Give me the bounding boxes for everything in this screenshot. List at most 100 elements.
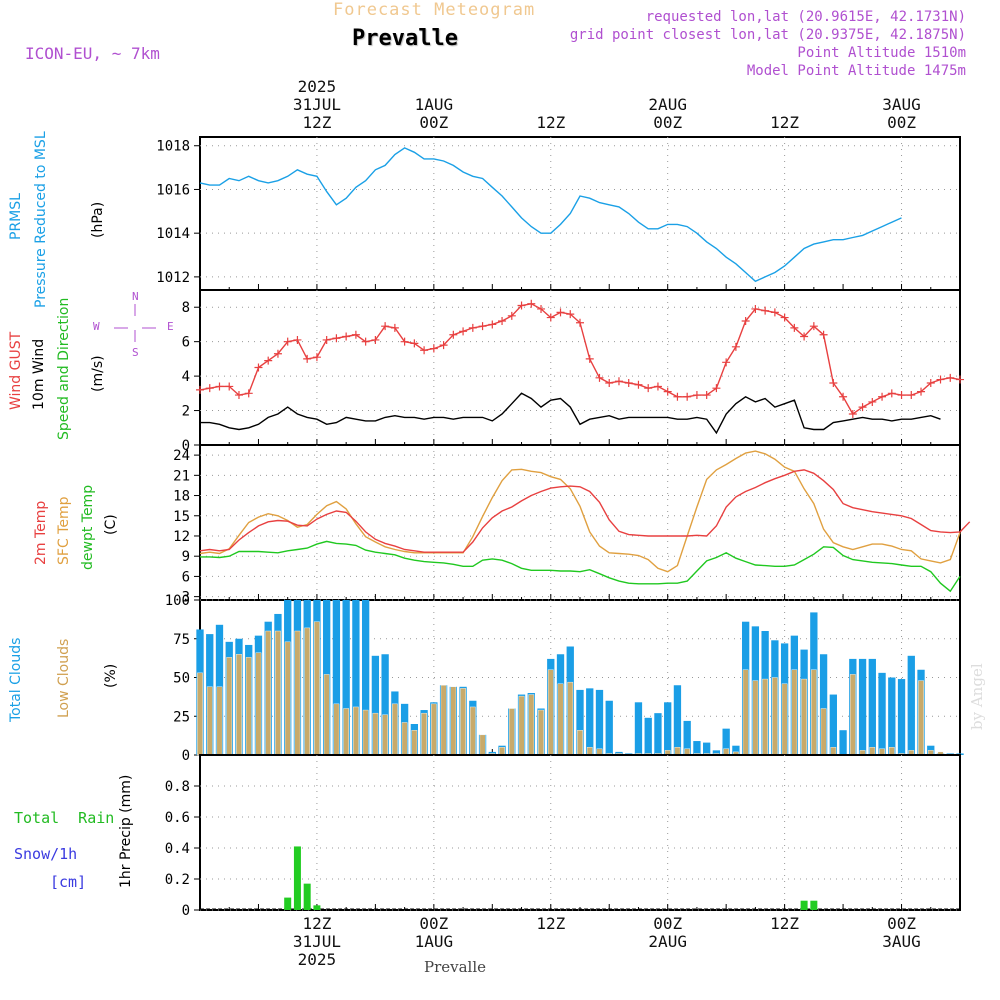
top-time-label: 00Z [887, 113, 916, 132]
bottom-time-label: 2025 [298, 950, 337, 969]
gust-marker [254, 363, 263, 372]
gust-marker [868, 397, 877, 406]
low-cloud-bar [567, 681, 574, 756]
precip-label-1: Total Rain [14, 809, 115, 827]
gust-marker [439, 341, 448, 350]
low-cloud-bar [820, 708, 827, 756]
compass-rose-icon [114, 304, 156, 342]
wind-unit: (m/s) [90, 355, 106, 392]
total-cloud-bar [361, 600, 370, 755]
gust-marker [556, 308, 565, 317]
precip-label-2: Snow/1h [14, 845, 78, 863]
compass-n: N [132, 290, 139, 303]
total-cloud-bar [907, 655, 915, 755]
gust-marker [205, 384, 214, 393]
gust-marker [722, 358, 731, 367]
low-cloud-bar [547, 669, 554, 756]
gust-marker [897, 391, 906, 400]
gust-marker [429, 344, 438, 353]
gust-marker [605, 379, 614, 387]
low-cloud-bar [304, 627, 311, 756]
low-cloud-bar [772, 677, 778, 756]
gust-marker [517, 301, 526, 310]
gust-marker [527, 299, 536, 308]
grid-point-coords: grid point closest lon,lat (20.9375E, 42… [569, 27, 966, 43]
pressure-ytick-label: 1012 [156, 270, 190, 286]
bottom-time-label: 1AUG [415, 932, 454, 951]
gust-marker [303, 354, 312, 363]
gust-marker [537, 304, 546, 313]
top-time-label: 2AUG [648, 95, 687, 114]
total-cloud-bar [712, 750, 721, 755]
gust-marker [459, 327, 468, 336]
gust-marker [926, 379, 935, 387]
rain-bar [293, 846, 301, 910]
gust-marker [839, 392, 848, 401]
pressure-ytick-label: 1018 [156, 139, 190, 155]
low-cloud-bar [801, 678, 807, 756]
gust-marker [449, 330, 458, 339]
low-cloud-bar [333, 703, 340, 756]
total-cloud-bar [332, 600, 341, 755]
compass-w: W [93, 320, 100, 333]
gust-marker [196, 385, 204, 394]
low-cloud-bar [216, 686, 223, 756]
pressure-unit: (hPa) [90, 201, 106, 238]
low-cloud-bar [528, 694, 535, 756]
temp-ytick-label: 24 [173, 448, 190, 464]
compass-e: E [167, 320, 174, 333]
gust-marker [634, 380, 643, 389]
low-cloud-bar [372, 712, 379, 756]
wind-speed-line [200, 392, 941, 435]
temp-ytick-label: 21 [173, 468, 190, 484]
total-cloud-bar [897, 679, 906, 755]
bottom-time-label: 3AUG [882, 932, 921, 951]
total-cloud-bar [683, 720, 691, 755]
low-cloud-bar [810, 669, 817, 756]
gust-marker [761, 306, 770, 315]
gust-marker [498, 317, 507, 325]
location-title: Prevalle [352, 26, 458, 51]
low-cloud-bar [674, 747, 681, 756]
pressure-line [199, 147, 902, 283]
dewpt-line [200, 540, 961, 593]
gust-marker [244, 389, 253, 398]
gust-marker [673, 392, 682, 401]
gust-marker [215, 382, 224, 391]
low-cloud-bar [382, 714, 388, 756]
model-label: ICON-EU, ~ 7km [25, 44, 160, 63]
low-cloud-bar [343, 708, 350, 756]
rain-bar [303, 883, 311, 910]
wind-ytick-label: 8 [182, 300, 190, 316]
bottom-time-label: 00Z [419, 914, 448, 933]
footer-location: Prevalle [424, 958, 487, 976]
total-cloud-bar [722, 728, 730, 755]
gust-marker [381, 322, 390, 331]
clouds-label-2: Low Clouds [56, 638, 72, 718]
gust-marker [663, 387, 672, 396]
bottom-time-label: 12Z [770, 914, 799, 933]
gust-marker [683, 392, 692, 401]
total-cloud-bar [634, 702, 643, 755]
low-cloud-bar [284, 641, 291, 756]
point-altitude: Point Altitude 1510m [797, 45, 966, 61]
temp-label-1: 2m Temp [33, 500, 49, 565]
low-cloud-bar [430, 703, 437, 756]
low-cloud-bar [411, 730, 418, 756]
wind-label-3: Speed and Direction [56, 297, 72, 440]
low-cloud-bar [226, 657, 233, 756]
top-time-label: 12Z [302, 113, 331, 132]
gust-marker [361, 337, 370, 346]
total-cloud-bar [878, 672, 886, 755]
low-cloud-bar [508, 708, 515, 756]
low-cloud-bar [781, 683, 788, 756]
gust-marker [770, 308, 779, 317]
gust-marker [887, 389, 896, 398]
temp-label-2: SFC Temp [56, 496, 72, 565]
low-cloud-bar [362, 709, 369, 756]
top-time-label: 12Z [536, 113, 565, 132]
gust-marker [956, 375, 964, 384]
wind-label-1: Wind GUST [8, 331, 24, 410]
gust-marker [576, 318, 584, 327]
low-cloud-bar [206, 686, 213, 756]
